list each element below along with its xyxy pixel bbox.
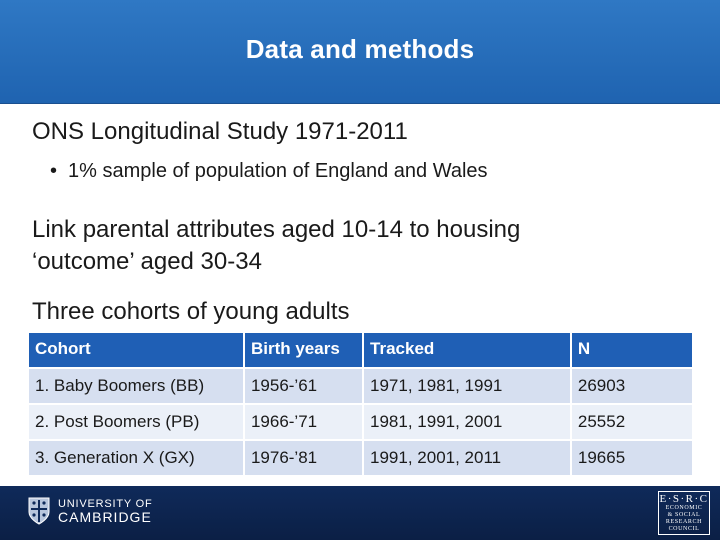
column-header-birth-years: Birth years xyxy=(244,333,363,367)
column-header-cohort: Cohort xyxy=(29,333,243,367)
cohorts-heading: Three cohorts of young adults xyxy=(32,298,350,325)
table-header-row: Cohort Birth years Tracked N xyxy=(29,333,692,367)
link-paragraph: Link parental attributes aged 10-14 to h… xyxy=(32,214,520,278)
link-line-1: Link parental attributes aged 10-14 to h… xyxy=(32,216,521,243)
column-header-tracked: Tracked xyxy=(364,333,570,367)
title-banner: Data and methods xyxy=(0,0,720,104)
esrc-line-4: COUNCIL xyxy=(668,526,700,532)
birth-years-cell: 1976-’81 xyxy=(244,441,363,475)
tracked-cell: 1971, 1981, 1991 xyxy=(364,369,570,403)
table-row: 2. Post Boomers (PB) 1966-’71 1981, 1991… xyxy=(29,405,692,439)
table-row: 1. Baby Boomers (BB) 1956-’61 1971, 1981… xyxy=(29,369,692,403)
footer-bar xyxy=(0,486,720,540)
bullet-dot-icon: • xyxy=(50,160,58,182)
n-cell: 19665 xyxy=(571,441,692,475)
esrc-line-2: & SOCIAL xyxy=(667,512,701,518)
university-line-2: CAMBRIDGE xyxy=(58,509,152,525)
birth-years-cell: 1966-’71 xyxy=(244,405,363,439)
tracked-cell: 1991, 2001, 2011 xyxy=(364,441,570,475)
esrc-logo: E·S·R·C ECONOMIC & SOCIAL RESEARCH COUNC… xyxy=(658,491,710,535)
tracked-cell: 1981, 1991, 2001 xyxy=(364,405,570,439)
study-heading: ONS Longitudinal Study 1971-2011 xyxy=(32,118,408,145)
esrc-line-1: ECONOMIC xyxy=(665,505,703,511)
university-line-1: UNIVERSITY OF xyxy=(58,498,153,510)
n-cell: 25552 xyxy=(571,405,692,439)
esrc-line-3: RESEARCH xyxy=(665,519,703,525)
slide-title: Data and methods xyxy=(245,34,475,64)
n-cell: 26903 xyxy=(571,369,692,403)
cohort-cell: 1. Baby Boomers (BB) xyxy=(29,369,243,403)
table-row: 3. Generation X (GX) 1976-’81 1991, 2001… xyxy=(29,441,692,475)
sample-bullet-text: 1% sample of population of England and W… xyxy=(68,160,488,182)
cambridge-shield-icon xyxy=(28,497,50,525)
column-header-n: N xyxy=(571,333,692,367)
cambridge-logo: UNIVERSITY OF CAMBRIDGE xyxy=(28,497,153,525)
link-line-2: ‘outcome’ aged 30-34 xyxy=(32,248,262,275)
cohort-cell: 3. Generation X (GX) xyxy=(29,441,243,475)
birth-years-cell: 1956-’61 xyxy=(244,369,363,403)
sample-bullet: • 1% sample of population of England and … xyxy=(50,160,488,183)
esrc-letters: E·S·R·C xyxy=(659,493,709,505)
cohorts-table: Cohort Birth years Tracked N 1. Baby Boo… xyxy=(27,331,694,477)
cohort-cell: 2. Post Boomers (PB) xyxy=(29,405,243,439)
